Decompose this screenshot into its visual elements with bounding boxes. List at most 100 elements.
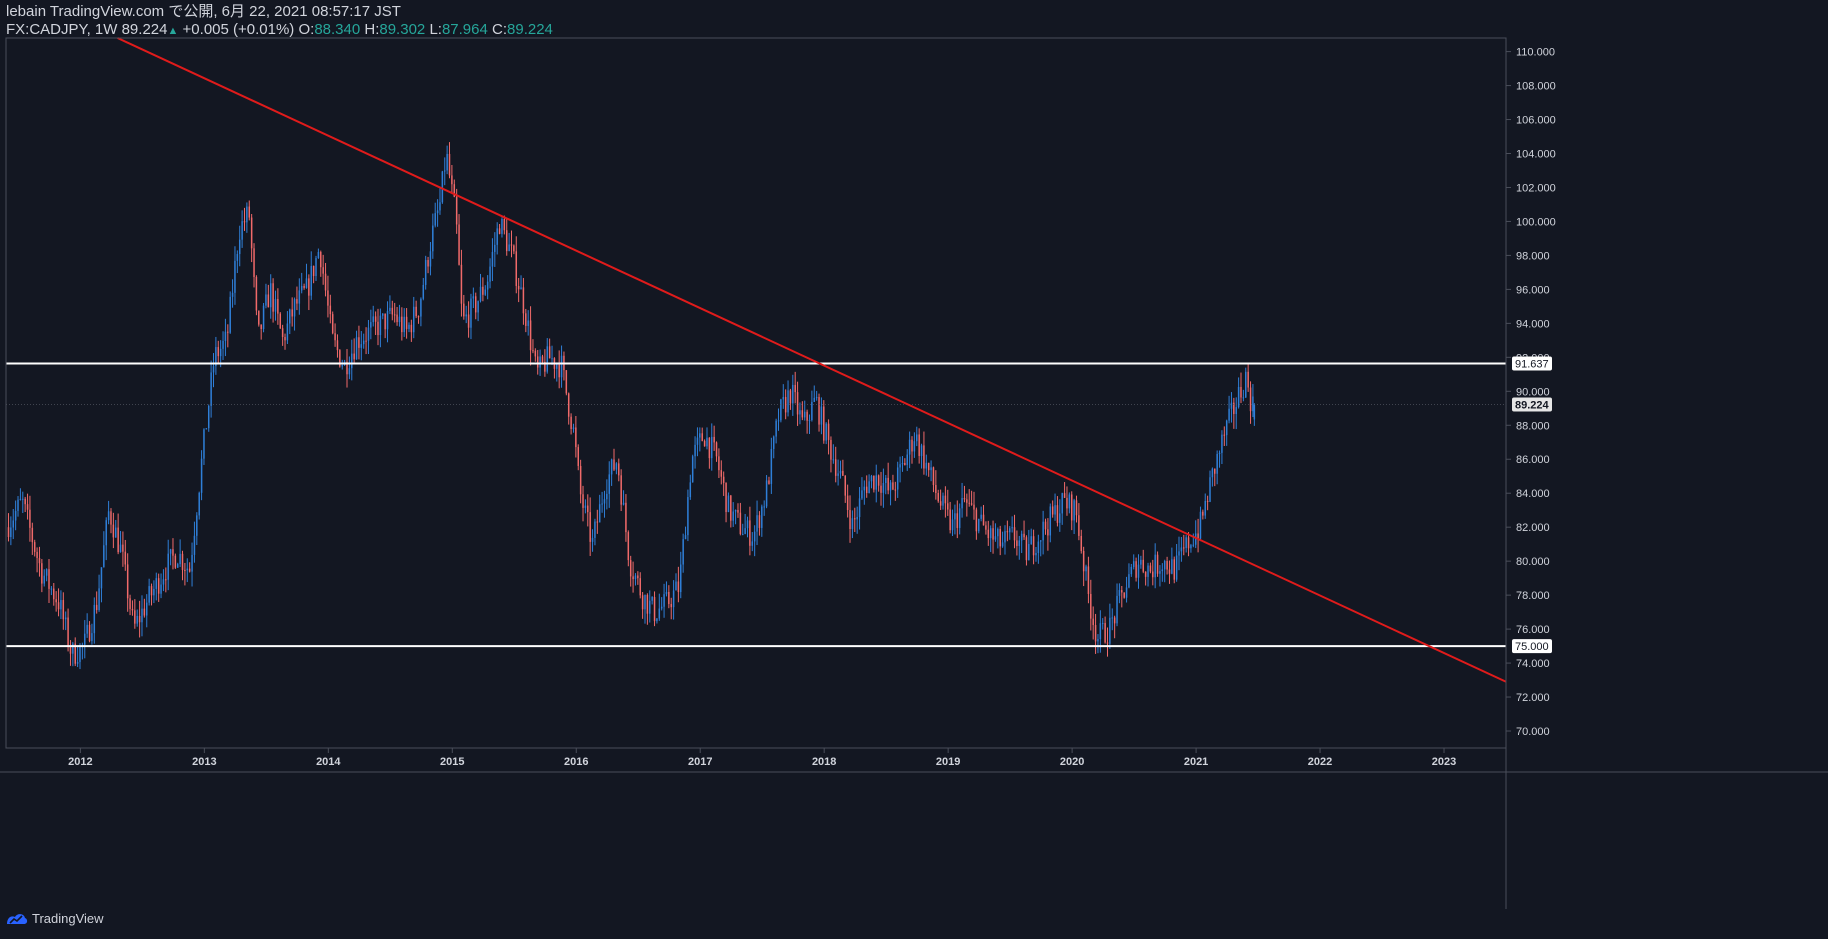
- candle-body: [131, 608, 134, 611]
- candle-body: [1078, 515, 1080, 536]
- level-price-label: 91.637: [1515, 358, 1549, 370]
- candle-body: [591, 537, 594, 542]
- candle-up: [141, 595, 143, 637]
- candle-body: [274, 298, 277, 312]
- candle-up: [1059, 499, 1061, 532]
- candle-up: [1030, 528, 1032, 545]
- candle-body: [684, 535, 687, 540]
- candle-up: [634, 573, 637, 586]
- candle-body: [238, 239, 241, 255]
- candle-down: [1142, 549, 1145, 574]
- candle-body: [1209, 477, 1211, 502]
- candle-down: [963, 485, 966, 503]
- candle-down: [1206, 495, 1209, 511]
- candle-body: [668, 591, 670, 604]
- candle-body: [584, 505, 587, 508]
- candle-up: [351, 339, 353, 381]
- candle-body: [1037, 541, 1040, 554]
- candle-up: [496, 222, 498, 255]
- candle-up: [382, 313, 384, 320]
- candle-up: [682, 533, 684, 573]
- candle-body: [720, 470, 723, 477]
- candle-down: [267, 284, 270, 308]
- candle-up: [155, 572, 158, 601]
- candle-up: [1028, 529, 1030, 561]
- candle-body: [1113, 617, 1116, 624]
- candle-up: [494, 232, 496, 267]
- candle-body: [525, 313, 527, 326]
- candle-body: [491, 251, 494, 267]
- candle-body: [861, 490, 863, 499]
- candle-up: [930, 460, 932, 482]
- candle-body: [1237, 386, 1240, 408]
- candle-up: [367, 319, 370, 355]
- candle-up: [50, 586, 53, 596]
- candle-body: [589, 512, 591, 542]
- candle-up: [64, 611, 67, 631]
- candle-body: [901, 463, 904, 465]
- level-price-tag: [1512, 639, 1552, 654]
- candle-body: [188, 568, 191, 572]
- candle-body: [234, 260, 236, 293]
- trendline[interactable]: [117, 37, 1507, 683]
- candle-up: [913, 432, 916, 458]
- candle-body: [1154, 554, 1156, 578]
- candle-body: [260, 324, 262, 330]
- candle-body: [489, 266, 491, 282]
- candle-body: [396, 314, 398, 323]
- candle-up: [675, 573, 677, 591]
- candle-down: [255, 275, 258, 316]
- candle-body: [67, 617, 69, 647]
- candle-up: [689, 474, 692, 500]
- candle-body: [942, 495, 944, 506]
- candle-up: [1199, 506, 1202, 542]
- candle-body: [756, 515, 758, 532]
- candle-body: [1235, 407, 1237, 414]
- candle-down: [918, 428, 920, 464]
- candle-up: [594, 518, 596, 546]
- candle-down: [517, 277, 520, 303]
- candle-body: [782, 397, 785, 400]
- candle-body: [134, 610, 136, 624]
- candle-body: [143, 608, 146, 616]
- candle-up: [315, 255, 317, 281]
- candle-up: [954, 504, 956, 535]
- candle-body: [1028, 544, 1030, 561]
- candle-body: [923, 445, 925, 469]
- candle-body: [105, 520, 107, 546]
- candle-up: [1085, 564, 1087, 581]
- candle-body: [978, 518, 980, 532]
- candle-up: [691, 454, 694, 483]
- candle-body: [84, 633, 86, 645]
- candle-body: [14, 510, 17, 521]
- x-tick-label: 2020: [1060, 756, 1084, 768]
- candle-body: [60, 600, 62, 610]
- candle-up: [422, 277, 425, 301]
- candle-body: [1202, 511, 1204, 516]
- candle-up: [386, 301, 389, 343]
- candle-body: [384, 313, 386, 330]
- candle-body: [210, 372, 212, 406]
- candle-down: [1044, 518, 1047, 535]
- candle-up: [920, 443, 923, 469]
- candle-body: [863, 486, 866, 491]
- candle-down: [95, 591, 98, 614]
- candle-body: [122, 544, 124, 552]
- candle-body: [534, 350, 537, 357]
- candle-down: [565, 370, 568, 396]
- candle-body: [136, 615, 138, 624]
- candle-up: [293, 297, 296, 331]
- candle-down: [320, 250, 322, 277]
- candle-up: [799, 402, 801, 425]
- candle-up: [1011, 516, 1013, 533]
- candle-body: [277, 298, 279, 314]
- candle-up: [43, 569, 45, 587]
- plot-area[interactable]: [6, 37, 1507, 683]
- candle-body: [1132, 561, 1135, 567]
- candle-body: [803, 411, 806, 418]
- candle-up: [103, 531, 105, 568]
- candle-body: [1056, 505, 1059, 523]
- candle-up: [606, 479, 608, 510]
- candle-body: [691, 456, 694, 483]
